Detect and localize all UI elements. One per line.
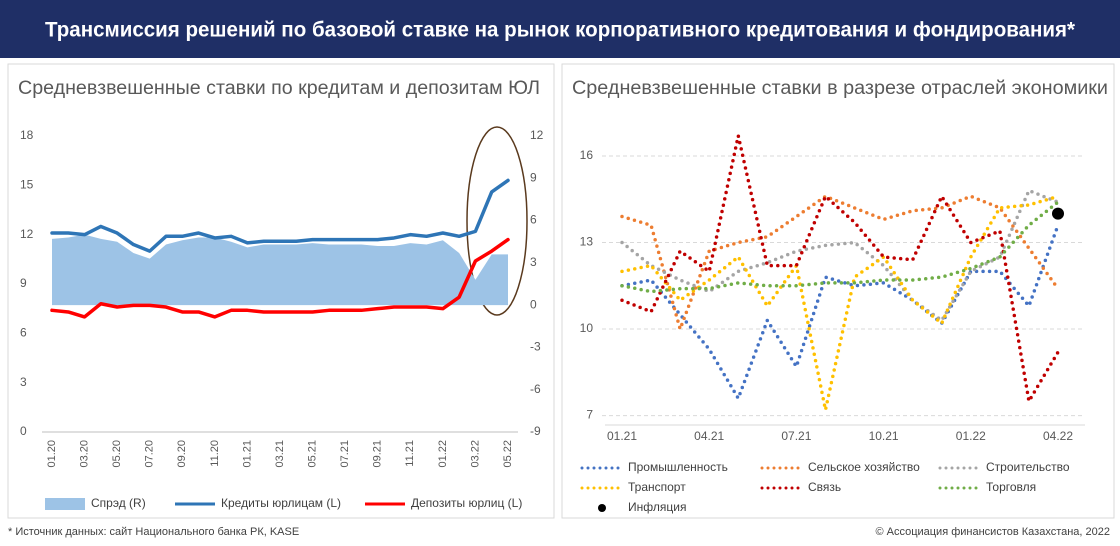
series-line	[620, 200, 1060, 294]
header-title: Трансмиссия решений по базовой ставке на…	[45, 19, 1076, 42]
header-band	[0, 0, 1120, 58]
series-line	[620, 134, 1060, 403]
y-tick-label: 13	[580, 235, 594, 249]
series-line	[620, 194, 1060, 412]
y-tick-label: 6	[20, 326, 27, 340]
legend-label: Сельское хозяйство	[808, 460, 920, 474]
x-tick-label: 05.20	[111, 440, 123, 468]
y2-tick-label: -9	[530, 424, 541, 438]
y2-tick-label: 12	[530, 128, 544, 142]
x-tick-label: 03.21	[274, 440, 286, 468]
source-note: * Источник данных: сайт Национального ба…	[8, 526, 299, 538]
x-tick-label: 04.22	[1043, 429, 1073, 443]
legend-label: Депозиты юрлиц (L)	[411, 496, 522, 510]
legend-label: Строительство	[986, 460, 1070, 474]
marker	[1052, 207, 1064, 220]
legend-label: Спрэд (R)	[91, 496, 146, 510]
y2-tick-label: 3	[530, 255, 537, 269]
x-tick-label: 01.22	[437, 440, 449, 468]
legend-label: Инфляция	[628, 500, 686, 514]
x-tick-label: 03.20	[78, 440, 90, 468]
spread-area	[52, 234, 508, 306]
copyright: © Ассоциация финансистов Казахстана, 202…	[875, 526, 1110, 538]
legend-label: Кредиты юрлицам (L)	[221, 496, 341, 510]
legend-label: Транспорт	[628, 480, 686, 494]
y-tick-label: 12	[20, 227, 34, 241]
right-panel	[561, 63, 1115, 519]
x-tick-label: 01.21	[241, 440, 253, 468]
x-tick-label: 07.21	[781, 429, 811, 443]
y-tick-label: 15	[20, 178, 34, 192]
x-tick-label: 07.21	[339, 440, 351, 468]
chart-title: Средневзвешенные ставки по кредитам и де…	[18, 78, 540, 99]
x-tick-label: 09.20	[176, 440, 188, 468]
y-tick-label: 7	[586, 408, 593, 422]
series-line	[620, 188, 1060, 323]
x-tick-label: 01.22	[956, 429, 986, 443]
x-tick-label: 11.20	[209, 440, 221, 467]
y-tick-label: 3	[20, 375, 27, 389]
x-tick-label: 01.21	[607, 429, 637, 443]
chart-title: Средневзвешенные ставки в разрезе отрасл…	[572, 78, 1108, 99]
series-line	[50, 178, 510, 253]
series-line	[620, 223, 1060, 401]
highlight-ellipse	[466, 126, 528, 316]
y2-tick-label: 6	[530, 213, 537, 227]
x-tick-label: 01.20	[46, 440, 58, 468]
x-tick-label: 10.21	[869, 429, 899, 443]
legend-swatch	[598, 504, 606, 512]
y-tick-label: 16	[580, 148, 594, 162]
y2-tick-label: -6	[530, 382, 541, 396]
y2-tick-label: -3	[530, 340, 541, 354]
x-tick-label: 04.21	[694, 429, 724, 443]
y2-tick-label: 0	[530, 297, 537, 311]
legend-swatch	[45, 498, 85, 510]
y-tick-label: 18	[20, 128, 34, 142]
y-tick-label: 9	[20, 276, 27, 290]
x-tick-label: 05.21	[306, 440, 318, 468]
series-line	[620, 194, 1060, 331]
x-tick-label: 07.20	[144, 440, 156, 468]
legend-label: Промышленность	[628, 460, 728, 474]
x-tick-label: 11.21	[404, 440, 416, 467]
y-tick-label: 0	[20, 424, 27, 438]
y-tick-label: 10	[580, 321, 594, 335]
legend-label: Торговля	[986, 480, 1036, 494]
x-tick-label: 03.22	[469, 440, 481, 468]
x-tick-label: 05.22	[502, 440, 514, 468]
legend-label: Связь	[808, 480, 841, 494]
series-line	[50, 237, 510, 319]
y2-tick-label: 9	[530, 170, 537, 184]
x-tick-label: 09.21	[372, 440, 384, 468]
